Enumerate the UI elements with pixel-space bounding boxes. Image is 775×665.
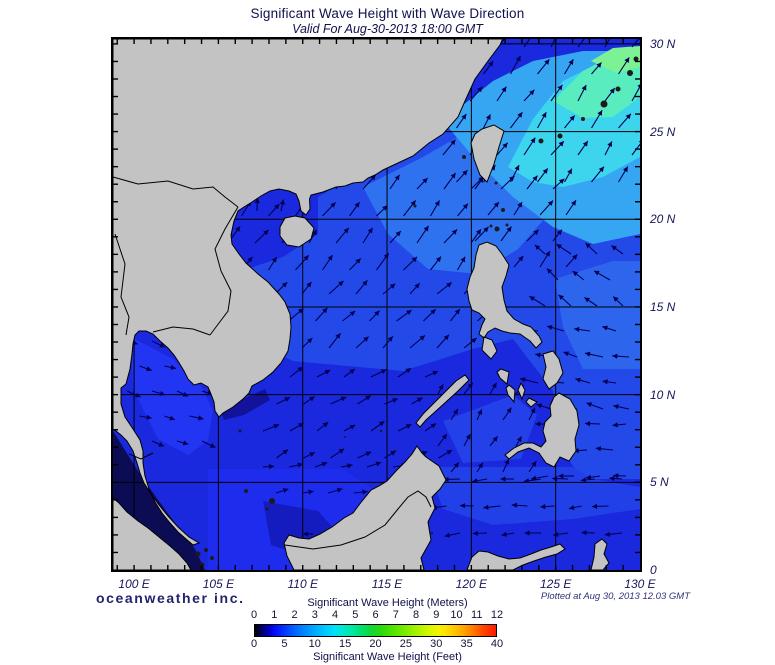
feet-tick-15: 15 bbox=[339, 638, 352, 650]
meters-tick-1: 1 bbox=[271, 609, 278, 621]
lon-label-110E: 110 E bbox=[287, 577, 318, 591]
land-hainan bbox=[279, 215, 315, 248]
land-cebu bbox=[517, 381, 526, 401]
lat-label-20N: 20 N bbox=[650, 212, 676, 227]
land-luzon bbox=[466, 241, 543, 349]
meters-tick-0: 0 bbox=[250, 609, 258, 621]
lat-label-5N: 5 N bbox=[650, 475, 669, 490]
feet-tick-5: 5 bbox=[281, 638, 288, 650]
feet-tick-10: 10 bbox=[308, 638, 321, 650]
patch-philsea-band bbox=[555, 261, 640, 369]
meters-tick-4: 4 bbox=[331, 609, 339, 621]
land-taiwan bbox=[470, 124, 505, 183]
country-borders bbox=[113, 176, 432, 550]
land-samar-leyte bbox=[542, 350, 564, 390]
patch-sulu-bright bbox=[443, 395, 537, 463]
feet-tick-30: 30 bbox=[430, 638, 443, 650]
meters-tick-10: 10 bbox=[450, 609, 463, 621]
lat-label-15N: 15 N bbox=[650, 299, 676, 314]
lat-label-30N: 30 N bbox=[650, 36, 676, 51]
lon-label-120E: 120 E bbox=[455, 577, 488, 591]
land-mindoro bbox=[481, 336, 498, 360]
lon-label-105E: 105 E bbox=[202, 577, 235, 591]
land-bohol bbox=[525, 397, 538, 408]
meters-tick-8: 8 bbox=[412, 609, 420, 621]
oceanweather-logo-text: oceanweather inc. bbox=[96, 590, 245, 606]
wave-map bbox=[113, 39, 640, 570]
meters-tick-9: 9 bbox=[433, 609, 440, 621]
land-layer bbox=[113, 39, 610, 570]
land-halmahera bbox=[590, 538, 610, 570]
meters-tick-2: 2 bbox=[291, 609, 298, 621]
patch-ne-green-spot bbox=[591, 46, 640, 73]
meters-tick-12: 12 bbox=[490, 609, 504, 621]
legend-colorbar bbox=[254, 624, 497, 637]
patch-celebes-band bbox=[428, 467, 640, 525]
feet-tick-20: 20 bbox=[369, 638, 382, 650]
chart-title: Significant Wave Height with Wave Direct… bbox=[250, 6, 525, 21]
meters-tick-3: 3 bbox=[311, 609, 318, 621]
patch-mekong-dark bbox=[219, 389, 270, 420]
meters-tick-5: 5 bbox=[352, 609, 359, 621]
chart-header: Significant Wave Height with Wave Direct… bbox=[0, 6, 775, 36]
legend-title-feet: Significant Wave Height (Feet) bbox=[313, 651, 462, 663]
feet-tick-40: 40 bbox=[490, 638, 504, 650]
land-mindanao bbox=[504, 392, 580, 468]
land-negros bbox=[505, 384, 516, 404]
meters-tick-6: 6 bbox=[372, 609, 379, 621]
land-palawan bbox=[415, 374, 470, 428]
feet-tick-0: 0 bbox=[250, 638, 258, 650]
degree-ticks bbox=[113, 39, 640, 570]
lon-label-130E: 130 E bbox=[624, 577, 656, 591]
plotted-timestamp: Plotted at Aug 30, 2013 12.03 GMT bbox=[540, 591, 690, 602]
lat-label-10N: 10 N bbox=[650, 387, 676, 402]
patch-gulf-thailand-bright bbox=[131, 337, 213, 455]
lat-label-25N: 25 N bbox=[650, 124, 676, 139]
feet-tick-25: 25 bbox=[399, 638, 412, 650]
land-sulawesi bbox=[466, 543, 566, 570]
land-borneo bbox=[283, 445, 447, 570]
legend-title-meters: Significant Wave Height (Meters) bbox=[307, 597, 468, 609]
meters-tick-7: 7 bbox=[392, 609, 399, 621]
meters-tick-11: 11 bbox=[471, 609, 483, 621]
feet-tick-35: 35 bbox=[460, 638, 473, 650]
lat-label-0: 0 bbox=[650, 563, 657, 577]
land-asia-mainland bbox=[113, 39, 504, 546]
land-panay bbox=[496, 368, 510, 385]
lon-label-115E: 115 E bbox=[371, 577, 403, 591]
chart-subtitle: Valid For Aug-30-2013 18:00 GMT bbox=[292, 22, 483, 36]
lon-label-100E: 100 E bbox=[118, 577, 150, 591]
land-sumatra bbox=[113, 497, 192, 570]
wave-map-frame bbox=[111, 37, 642, 572]
lon-label-125E: 125 E bbox=[539, 577, 572, 591]
